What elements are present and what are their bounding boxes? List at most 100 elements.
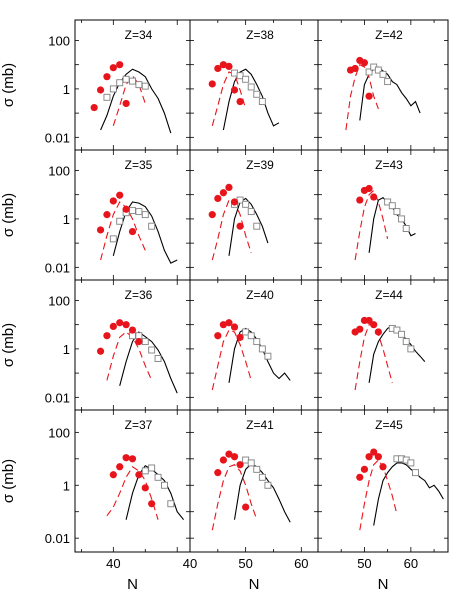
red-circle-point bbox=[103, 73, 111, 81]
open-square-point bbox=[135, 208, 143, 216]
panel-z40: Z=40 bbox=[189, 279, 319, 411]
open-square-point bbox=[141, 82, 149, 90]
y-axis-label: σ (mb) bbox=[0, 459, 17, 503]
open-square-point bbox=[412, 469, 419, 477]
open-square-point bbox=[393, 326, 401, 334]
red-circle-point bbox=[351, 64, 359, 73]
red-circle-point bbox=[148, 500, 156, 508]
panel-title: Z=39 bbox=[246, 158, 274, 172]
panel-z36: Z=36 bbox=[74, 279, 191, 411]
open-square-point bbox=[129, 207, 136, 215]
open-square-point bbox=[398, 330, 406, 338]
calc-line-red-dashed bbox=[211, 464, 258, 531]
x-tick-label: 40 bbox=[106, 556, 120, 571]
y-axis-label: σ (mb) bbox=[0, 63, 17, 107]
red-circle-point bbox=[128, 326, 137, 334]
calc-line-red-dashed bbox=[211, 329, 252, 391]
open-square-point bbox=[253, 465, 261, 473]
open-square-point bbox=[253, 338, 261, 346]
open-square-point bbox=[242, 328, 250, 336]
panel-z45: Z=45 bbox=[317, 409, 449, 553]
open-square-point bbox=[264, 352, 272, 360]
open-square-point bbox=[253, 222, 261, 230]
open-square-point bbox=[393, 208, 401, 216]
open-square-point bbox=[242, 75, 250, 83]
open-square-point bbox=[247, 83, 255, 91]
open-square-point bbox=[122, 75, 130, 83]
red-circle-point bbox=[236, 97, 244, 106]
panel-title: Z=42 bbox=[375, 28, 403, 42]
red-circle-point bbox=[128, 455, 137, 463]
panel-title: Z=45 bbox=[375, 418, 403, 432]
red-circle-point bbox=[230, 198, 239, 206]
open-square-point bbox=[402, 338, 410, 346]
red-circle-point bbox=[379, 463, 387, 471]
red-circle-point bbox=[225, 450, 233, 458]
open-square-point bbox=[242, 200, 250, 208]
y-tick-label: 100 bbox=[48, 425, 70, 440]
panel-z37: Z=37 bbox=[74, 409, 191, 553]
red-circle-point bbox=[236, 333, 244, 341]
red-circle-point bbox=[96, 226, 105, 234]
red-circle-point bbox=[214, 64, 222, 73]
red-circle-point bbox=[141, 484, 149, 492]
red-circle-point bbox=[370, 321, 378, 329]
red-circle-point bbox=[214, 469, 222, 477]
y-tick-label: 100 bbox=[48, 33, 70, 48]
open-square-point bbox=[388, 202, 396, 210]
open-square-point bbox=[141, 338, 149, 346]
red-circle-point bbox=[356, 325, 364, 333]
panel-z44: Z=44 bbox=[317, 279, 449, 411]
open-square-point bbox=[365, 68, 373, 76]
panel-title: Z=34 bbox=[125, 28, 153, 42]
open-square-point bbox=[116, 79, 124, 87]
calc-line-red-dashed bbox=[354, 189, 389, 261]
open-square-point bbox=[148, 464, 156, 472]
red-circle-point bbox=[242, 503, 250, 511]
red-circle-point bbox=[236, 461, 244, 469]
y-tick-label: 1 bbox=[63, 82, 70, 97]
open-square-point bbox=[231, 69, 238, 77]
y-axis-label: σ (mb) bbox=[0, 193, 17, 237]
y-tick-label: 0.01 bbox=[45, 531, 70, 546]
red-circle-point bbox=[122, 321, 130, 329]
y-tick-label: 1 bbox=[63, 212, 70, 227]
open-square-point bbox=[247, 208, 255, 216]
open-square-point bbox=[407, 345, 415, 353]
red-circle-point bbox=[225, 62, 233, 70]
red-circle-point bbox=[90, 103, 98, 112]
open-square-point bbox=[103, 93, 111, 101]
open-square-point bbox=[154, 355, 162, 362]
red-circle-point bbox=[135, 471, 143, 479]
open-square-point bbox=[379, 70, 387, 78]
open-square-point bbox=[264, 481, 272, 489]
red-circle-point bbox=[116, 61, 124, 69]
open-square-point bbox=[384, 78, 392, 86]
y-tick-label: 100 bbox=[48, 293, 70, 308]
open-square-point bbox=[398, 215, 406, 223]
open-square-point bbox=[129, 77, 136, 85]
red-circle-point bbox=[374, 328, 382, 336]
panel-z39: Z=39 bbox=[189, 149, 319, 281]
red-circle-point bbox=[128, 227, 137, 236]
open-square-point bbox=[160, 481, 168, 489]
x-tick-label: 50 bbox=[238, 556, 252, 571]
red-circle-point bbox=[365, 453, 373, 461]
panel-z42: Z=42 bbox=[317, 19, 449, 151]
y-tick-label: 0.01 bbox=[45, 260, 70, 275]
open-square-point bbox=[109, 235, 117, 243]
open-square-point bbox=[374, 66, 382, 74]
red-circle-point bbox=[214, 194, 222, 203]
panel-z35: Z=35 bbox=[74, 149, 191, 281]
x-tick-label: 40 bbox=[183, 556, 197, 571]
x-tick-label: 50 bbox=[357, 556, 371, 571]
red-circle-point bbox=[109, 322, 117, 330]
open-square-point bbox=[116, 217, 124, 225]
red-circle-point bbox=[219, 321, 227, 329]
open-square-point bbox=[154, 473, 162, 481]
open-square-point bbox=[236, 72, 244, 80]
panel-title: Z=38 bbox=[246, 28, 274, 42]
red-circle-point bbox=[230, 86, 239, 94]
red-circle-point bbox=[122, 99, 130, 108]
red-circle-point bbox=[365, 92, 373, 100]
